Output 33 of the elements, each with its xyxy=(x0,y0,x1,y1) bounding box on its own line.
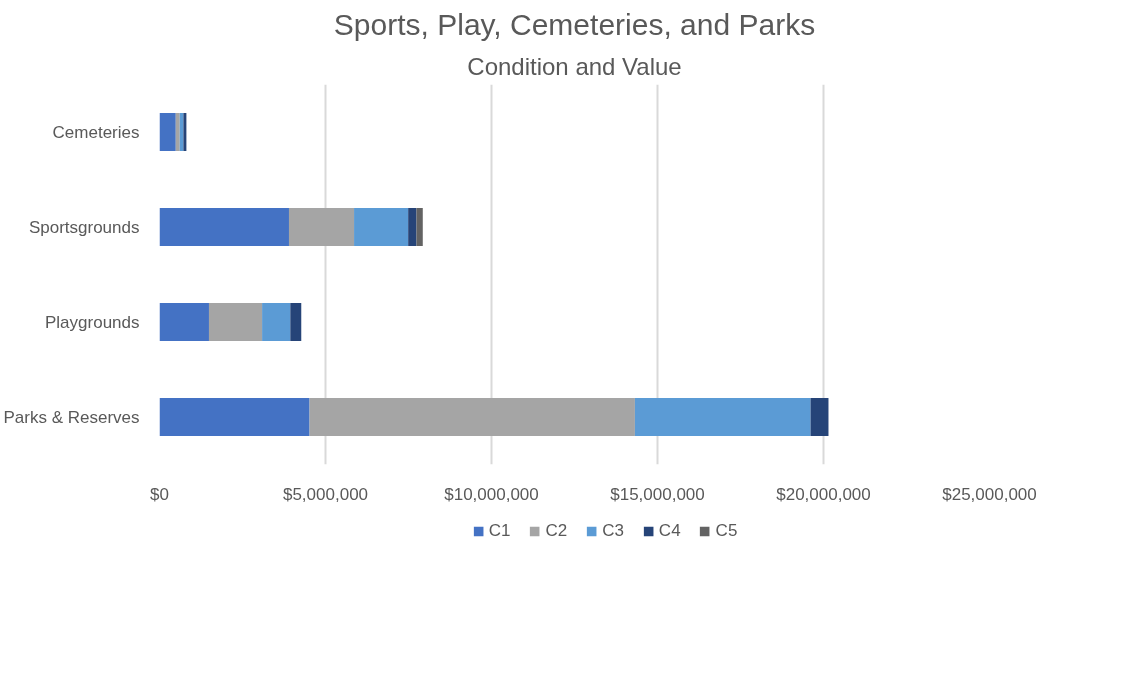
legend-label: C3 xyxy=(602,521,624,541)
legend-label: C1 xyxy=(488,521,511,541)
bar xyxy=(810,398,829,436)
y-tick-label: Cemeteries xyxy=(52,122,140,142)
bar xyxy=(416,208,423,246)
y-tick-label: Parks & Reserves xyxy=(3,407,140,427)
bar xyxy=(290,303,302,341)
x-tick-label: $5,000,000 xyxy=(282,484,369,504)
legend-label: C5 xyxy=(715,521,738,541)
x-tick-label: $15,000,000 xyxy=(610,484,705,504)
bar xyxy=(634,398,811,436)
bar xyxy=(288,208,355,246)
legend-label: C2 xyxy=(545,521,568,541)
bar xyxy=(159,208,289,246)
chart-title: Sports, Play, Cemeteries, and Parks xyxy=(333,7,816,41)
y-tick-label: Playgrounds xyxy=(45,312,140,332)
bar xyxy=(175,113,180,151)
bar xyxy=(309,398,635,436)
bar xyxy=(159,113,176,151)
x-tick-label: $0 xyxy=(150,484,169,504)
chart-subtitle: Condition and Value xyxy=(467,52,682,80)
bar xyxy=(208,303,263,341)
bar xyxy=(408,208,417,246)
y-tick-label: Sportsgrounds xyxy=(28,217,140,237)
bar xyxy=(159,303,209,341)
bar xyxy=(183,113,187,151)
x-tick-label: $10,000,000 xyxy=(444,484,539,504)
bar xyxy=(159,398,310,436)
bar xyxy=(354,208,409,246)
x-tick-label: $20,000,000 xyxy=(776,484,871,504)
bar xyxy=(262,303,291,341)
x-tick-label: $25,000,000 xyxy=(942,484,1037,504)
legend-label: C4 xyxy=(658,521,681,541)
